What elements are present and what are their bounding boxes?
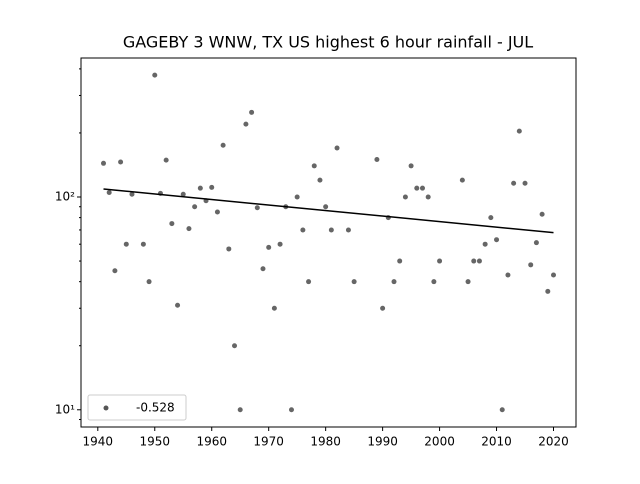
point xyxy=(408,163,414,169)
x-tick-label: 2020 xyxy=(538,435,569,449)
legend-label: -0.528 xyxy=(136,401,175,415)
point xyxy=(118,159,124,165)
point xyxy=(106,189,112,195)
point xyxy=(271,305,277,311)
point xyxy=(374,157,380,163)
x-tick-label: 1980 xyxy=(310,435,341,449)
point xyxy=(152,72,158,78)
y-tick-label: 10² xyxy=(55,189,75,203)
point xyxy=(209,184,215,190)
point xyxy=(323,204,329,210)
point xyxy=(129,191,135,197)
trend-line xyxy=(103,188,554,234)
x-tick-label: 2010 xyxy=(481,435,512,449)
x-tick-label: 1960 xyxy=(196,435,227,449)
point xyxy=(437,258,443,264)
point xyxy=(533,240,539,246)
point xyxy=(140,241,146,247)
point xyxy=(232,343,238,349)
point xyxy=(192,204,198,210)
point xyxy=(249,109,255,115)
point xyxy=(516,128,522,134)
point xyxy=(101,160,106,166)
point xyxy=(482,241,488,247)
point xyxy=(328,227,334,233)
point xyxy=(175,302,181,308)
legend-box xyxy=(87,394,187,421)
point xyxy=(294,194,300,200)
point xyxy=(397,258,403,264)
point xyxy=(197,185,203,191)
x-tick-label: 2000 xyxy=(424,435,455,449)
point xyxy=(180,191,186,197)
point xyxy=(186,226,192,232)
point xyxy=(311,163,317,169)
point xyxy=(226,246,232,252)
point xyxy=(169,221,175,227)
point xyxy=(528,262,534,268)
point xyxy=(494,237,500,243)
point xyxy=(425,194,431,200)
point xyxy=(402,194,408,200)
y-tick-label: 10¹ xyxy=(55,402,75,416)
point xyxy=(112,268,118,274)
legend-marker xyxy=(103,405,109,411)
point xyxy=(522,180,528,186)
point xyxy=(488,215,494,221)
x-tick-label: 1990 xyxy=(367,435,398,449)
point xyxy=(146,279,152,285)
point xyxy=(351,279,357,285)
point xyxy=(306,279,312,285)
point xyxy=(499,407,505,413)
point xyxy=(459,177,465,183)
point xyxy=(511,180,517,186)
point xyxy=(551,272,556,278)
chart-title: GAGEBY 3 WNW, TX US highest 6 hour rainf… xyxy=(123,33,533,52)
point xyxy=(465,279,471,285)
x-tick-label: 1970 xyxy=(253,435,284,449)
point xyxy=(414,185,420,191)
point xyxy=(214,209,220,215)
x-tick-label: 1940 xyxy=(83,435,114,449)
point xyxy=(334,145,340,151)
point xyxy=(163,157,169,163)
point xyxy=(391,279,397,285)
point xyxy=(260,266,266,272)
point xyxy=(277,241,283,247)
point xyxy=(471,258,477,264)
point xyxy=(123,241,129,247)
x-tick-label: 1950 xyxy=(139,435,170,449)
point xyxy=(476,258,482,264)
point xyxy=(220,142,226,148)
point xyxy=(545,288,551,294)
point xyxy=(266,244,272,250)
point xyxy=(254,205,260,211)
plot-frame xyxy=(80,57,577,428)
point xyxy=(300,227,306,233)
point xyxy=(345,227,351,233)
point xyxy=(380,305,386,311)
point xyxy=(419,185,425,191)
point xyxy=(237,407,243,413)
point xyxy=(431,279,437,285)
point xyxy=(539,211,545,217)
point xyxy=(288,407,294,413)
point xyxy=(505,272,511,278)
point xyxy=(243,121,249,127)
point xyxy=(317,177,323,183)
